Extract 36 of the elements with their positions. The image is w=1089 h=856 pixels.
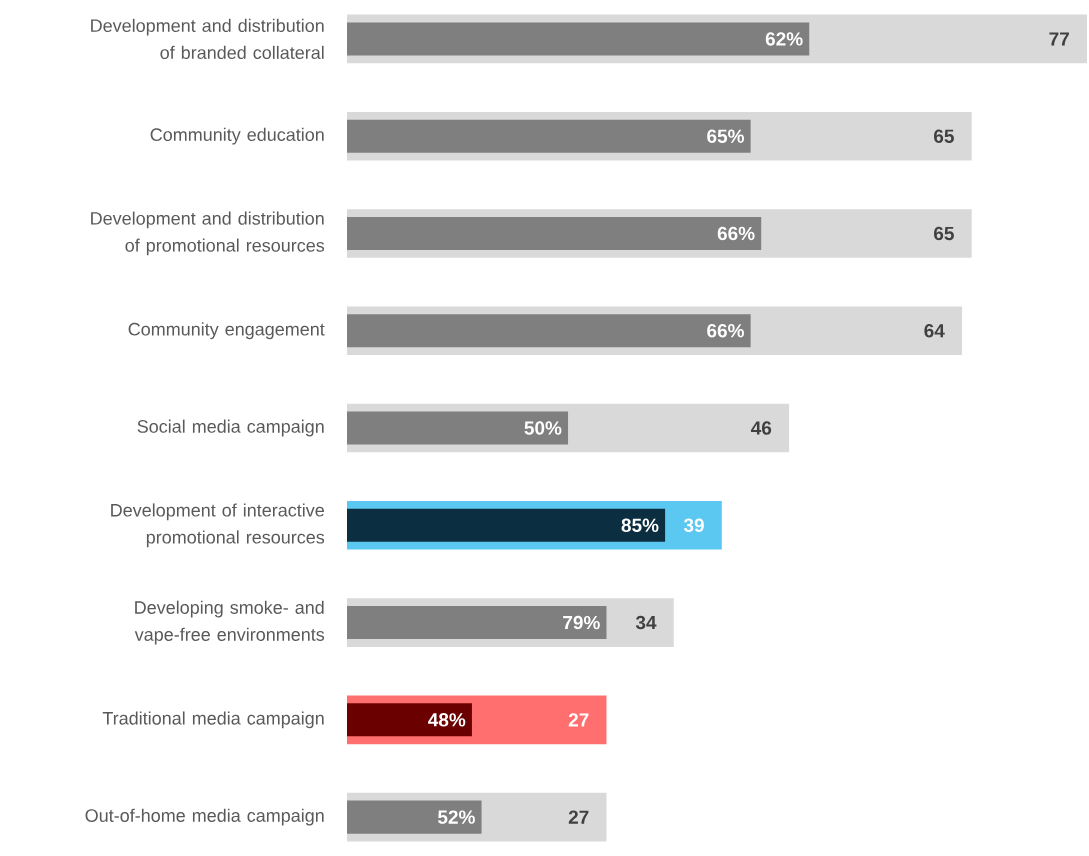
annotation: 48% [428,713,466,727]
annotation: 50% [524,421,562,435]
bar [347,314,751,348]
data-label: 65 [934,129,954,143]
bar [347,22,810,56]
annotation: 66% [717,226,755,241]
y-tick-label: Development and distribution of promotional resources [91,211,325,256]
annotation: 85% [621,518,659,533]
data-label: 46 [751,421,772,435]
y-tick-label: Community education [150,127,324,145]
data-label: 64 [924,324,945,338]
annotation: 62% [765,32,803,46]
y-tick-label: Development of interactive promotional resources [111,503,325,548]
bar [347,216,762,250]
annotation: 52% [437,810,475,824]
y-tick-label: Community engagement [128,322,325,340]
data-label: 39 [683,518,704,533]
y-tick-label: Development and distribution of branded collateral [91,18,324,60]
annotation: 65% [707,129,745,143]
annotation: 66% [707,324,745,338]
data-label: 27 [568,713,589,727]
y-tick-label: Developing smoke- and vape-free environments [134,600,325,645]
bar [347,119,751,153]
annotation: 79% [563,615,600,630]
data-label: 65 [934,226,954,241]
y-tick-label: Traditional media campaign [102,711,324,729]
y-tick-label: Out-of-home media campaign [85,808,324,826]
data-label: 34 [635,615,657,630]
bar [347,703,472,737]
bar [347,606,607,640]
bar [347,800,482,834]
data-label: 77 [1049,32,1069,46]
bar [347,411,569,445]
data-label: 27 [568,810,589,824]
y-tick-label: Social media campaign [137,419,324,437]
bar [347,508,666,542]
